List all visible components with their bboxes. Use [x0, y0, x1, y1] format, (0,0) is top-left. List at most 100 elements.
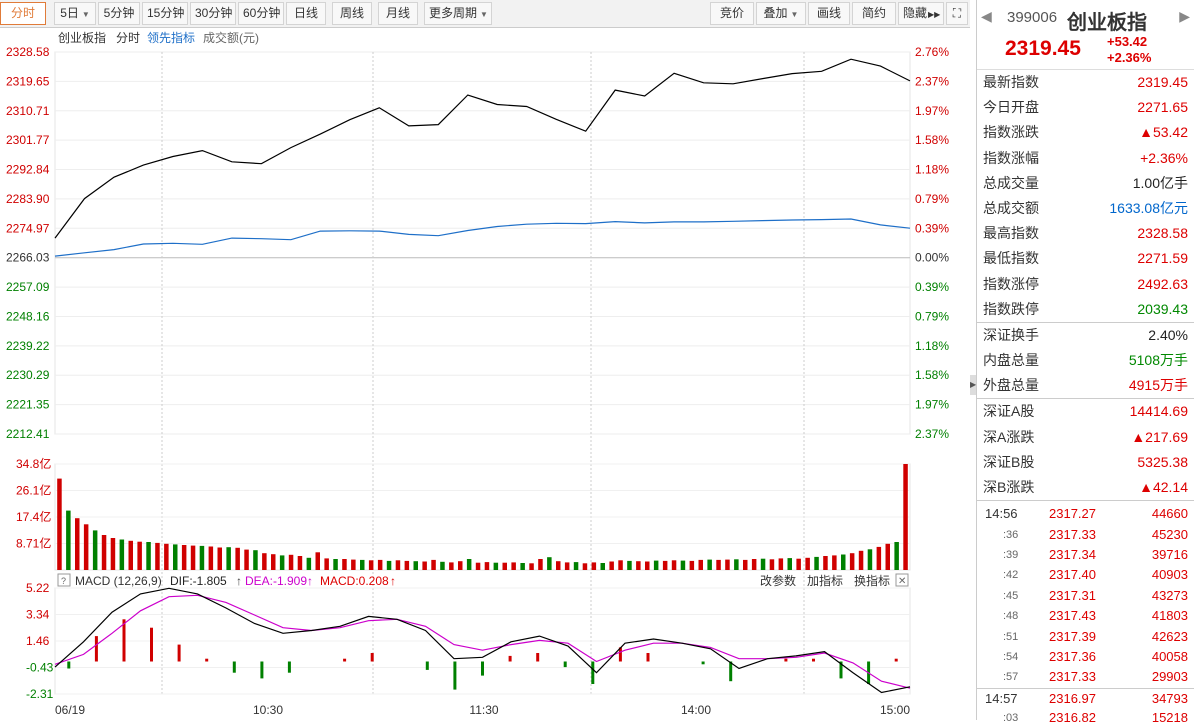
quote-panel: ◀ 399006 创业板指 ▶ 2319.45 +53.42 +2.36% 最新… — [976, 0, 1194, 725]
time-tick-label: 14:00 — [681, 703, 711, 717]
volume-bar — [431, 559, 436, 570]
volume-bar — [351, 559, 356, 570]
collapse-panel-handle[interactable]: ▶ — [970, 375, 976, 395]
volume-bar — [618, 560, 623, 570]
quote-row-label: 指数涨幅 — [983, 149, 1039, 166]
quote-row-value: 2328.58 — [1137, 225, 1188, 242]
switch-indicator-button[interactable]: 换指标 — [854, 573, 890, 588]
hide-button[interactable]: 隐藏▶▶ — [898, 2, 944, 25]
quote-row: 深证B股 5325.38 — [977, 450, 1194, 475]
chart-axes: 2328.58 2.76% 2319.65 2.37% 2310.71 1.97% 2301… — [6, 45, 949, 717]
pct-tick-label: 1.18% — [915, 163, 949, 177]
volume-bar — [164, 543, 169, 570]
volume-bar — [368, 560, 374, 570]
macd-tick-label: -2.31 — [26, 687, 54, 701]
trade-row: :03 2316.82 15218 — [977, 708, 1194, 728]
tab-30min[interactable]: 30分钟 — [190, 2, 236, 25]
quote-row: 深证A股 14414.69 — [977, 399, 1194, 424]
quote-row-value: 2319.45 — [1137, 74, 1188, 90]
volume-bar — [609, 561, 614, 570]
trade-time: :42 — [1003, 569, 1019, 582]
chart-area: 2328.58 2.76% 2319.65 2.37% 2310.71 1.97% 2301… — [0, 28, 970, 720]
volume-bar — [208, 546, 214, 570]
trade-time: :36 — [1003, 528, 1019, 541]
volume-bar — [796, 558, 801, 570]
volume-tick-label: 17.4亿 — [16, 509, 51, 524]
quote-row-label: 总成交量 — [983, 174, 1039, 191]
fullscreen-icon[interactable]: ⛶ — [946, 2, 968, 25]
tab-weekly[interactable]: 周线 — [332, 2, 372, 25]
quote-row: 深B涨跌 ▲42.14 — [977, 475, 1194, 500]
quote-row: 深A涨跌 ▲217.69 — [977, 425, 1194, 450]
quote-row: 指数涨跌 ▲53.42 — [977, 120, 1194, 145]
volume-bar — [787, 558, 792, 570]
volume-bar — [199, 545, 205, 570]
next-stock-icon[interactable]: ▶ — [1179, 8, 1190, 24]
trade-price: 2317.33 — [1049, 526, 1096, 542]
tab-daily[interactable]: 日线 — [286, 2, 326, 25]
volume-bar — [502, 562, 507, 570]
close-macd-button[interactable] — [895, 573, 909, 587]
prev-stock-icon[interactable]: ◀ — [981, 8, 992, 24]
price-tick-label: 2328.58 — [6, 45, 50, 59]
volume-bar — [271, 554, 276, 570]
volume-bar — [778, 558, 784, 570]
volume-bar — [814, 556, 819, 570]
volume-bar — [181, 545, 187, 570]
change-params-button[interactable]: 改参数 — [760, 573, 796, 588]
quote-row-label: 深证A股 — [983, 403, 1035, 420]
macd-tick-label: 1.46 — [26, 634, 50, 648]
macd-arrow-icon: ↑ — [390, 574, 396, 588]
quote-row-value: 2039.43 — [1137, 300, 1188, 317]
quote-row-value: 5325.38 — [1137, 453, 1188, 470]
chevron-down-icon: ▼ — [480, 10, 488, 19]
overlay-button[interactable]: 叠加 ▼ — [756, 2, 806, 25]
trade-volume: 34793 — [1151, 690, 1188, 706]
volume-bar — [876, 546, 882, 570]
tab-5min[interactable]: 5分钟 — [98, 2, 140, 25]
simple-mode-button[interactable]: 简约 — [852, 2, 896, 25]
tab-60min[interactable]: 60分钟 — [238, 2, 284, 25]
draw-line-button[interactable]: 画线 — [808, 2, 850, 25]
tab-more-periods[interactable]: 更多周期 ▼ — [424, 2, 492, 25]
stock-name: 创业板指 — [1067, 12, 1147, 34]
trade-row: :36 2317.33 45230 — [977, 525, 1194, 545]
volume-bar — [137, 541, 142, 570]
legend-leading-indicator[interactable]: 领先指标 — [147, 30, 195, 45]
macd-help-icon[interactable] — [57, 573, 71, 587]
volume-bar — [858, 550, 864, 570]
pct-tick-label: 0.39% — [915, 280, 949, 294]
legend-volume: 成交额(元) — [203, 30, 259, 45]
volume-bar — [743, 559, 748, 570]
volume-bar — [413, 561, 418, 570]
macd-title: MACD (12,26,9) — [75, 574, 162, 588]
pct-tick-label: 1.58% — [915, 368, 949, 382]
trade-row: :57 2317.33 29903 — [977, 667, 1194, 687]
trade-volume: 40058 — [1151, 648, 1188, 664]
tab-monthly[interactable]: 月线 — [378, 2, 418, 25]
pct-tick-label: 2.37% — [915, 427, 949, 441]
volume-bar — [636, 561, 641, 570]
tab-intraday[interactable]: 分时 — [0, 2, 46, 25]
quote-row-value: 14414.69 — [1129, 403, 1188, 420]
auction-button[interactable]: 竞价 — [710, 2, 754, 25]
trade-row: 14:57 2316.97 34793 — [977, 687, 1194, 708]
volume-bar — [894, 542, 899, 570]
quote-volume-stats: 深证换手 2.40% 内盘总量 5108万手 外盘总量 4915万手 — [977, 321, 1194, 399]
quote-row: 最高指数 2328.58 — [977, 221, 1194, 246]
trade-ticks: 14:56 2317.27 44660:36 2317.33 45230:39 2317.… — [977, 500, 1194, 728]
macd-dif-arrow-icon: ↑ — [236, 574, 242, 588]
volume-bars — [57, 464, 908, 570]
quote-row-label: 最低指数 — [983, 250, 1039, 267]
quote-row-label: 最新指数 — [983, 74, 1039, 90]
volume-bar — [395, 560, 401, 570]
intraday-chart[interactable]: 2328.58 2.76% 2319.65 2.37% 2310.71 1.97% 2301… — [0, 28, 970, 720]
volume-bar — [458, 561, 463, 570]
volume-bar — [110, 538, 116, 570]
tab-15min[interactable]: 15分钟 — [142, 2, 188, 25]
add-indicator-button[interactable]: 加指标 — [807, 573, 843, 588]
volume-bar — [440, 561, 445, 570]
macd-dea: DEA:-1.909 — [245, 574, 307, 588]
tab-5day[interactable]: 5日 ▼ — [54, 2, 96, 25]
trade-price: 2317.43 — [1049, 608, 1096, 624]
